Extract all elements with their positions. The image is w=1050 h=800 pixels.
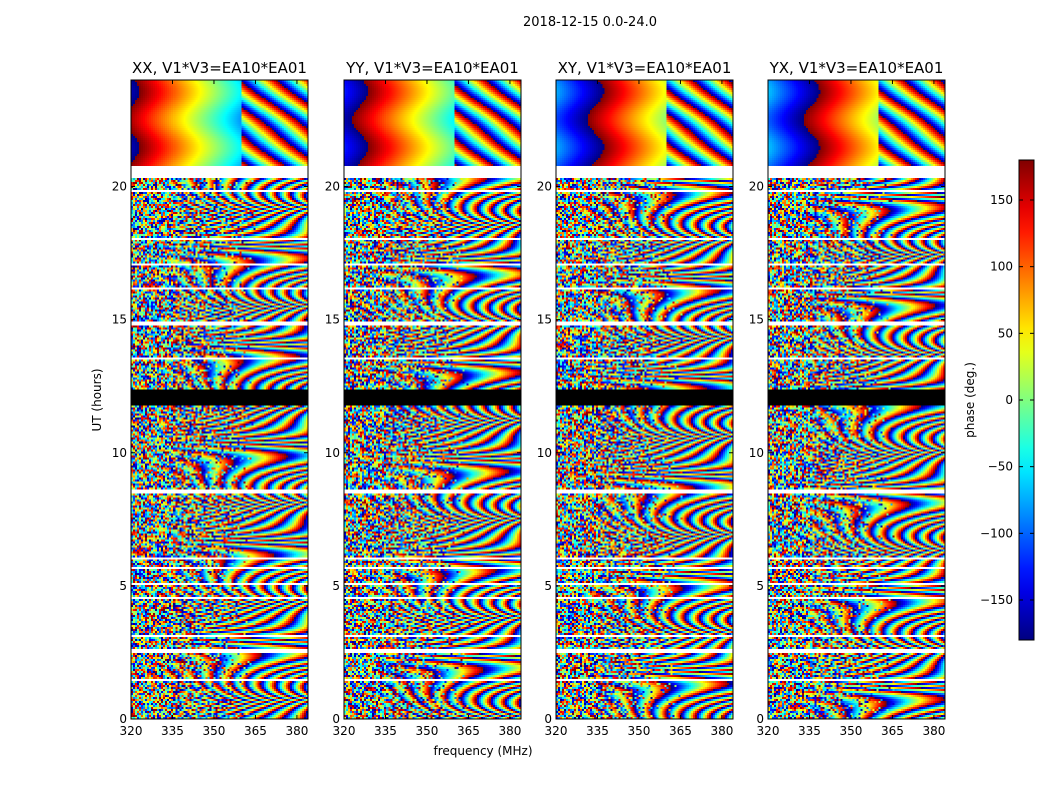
panel-frame [343,79,522,720]
y-tick-label: 15 [112,313,127,327]
x-tick-label: 380 [285,724,308,738]
x-tick-label: 335 [798,724,821,738]
x-axis-label: frequency (MHz) [433,744,532,758]
y-tick-label: 20 [112,180,127,194]
y-tick-label: 10 [112,446,127,460]
panel-frame [767,79,946,720]
colorbar-tick-label: 100 [990,260,1013,274]
y-tick-label: 5 [544,579,552,593]
panel-frame [555,79,734,720]
y-tick-label: 0 [119,712,127,726]
x-tick-label: 335 [374,724,397,738]
y-tick-label: 0 [332,712,340,726]
y-tick-label: 20 [749,180,764,194]
y-tick-label: 0 [756,712,764,726]
y-tick-label: 5 [332,579,340,593]
y-tick-label: 15 [537,313,552,327]
colorbar-tick-label: −50 [988,460,1013,474]
y-axis-label: UT (hours) [90,368,104,431]
x-tick-label: 380 [498,724,521,738]
y-tick-label: 15 [325,313,340,327]
x-tick-label: 350 [203,724,226,738]
panel-title: YY, V1*V3=EA10*EA01 [345,59,519,77]
x-tick-label: 335 [586,724,609,738]
x-tick-label: 320 [757,724,780,738]
panels-group: XX, V1*V3=EA10*EA01 320 335 350 365 380 0 5 10 15… [112,59,946,738]
panel-title: XX, V1*V3=EA10*EA01 [132,59,307,77]
panel-title: XY, V1*V3=EA10*EA01 [558,59,732,77]
y-tick-label: 20 [537,180,552,194]
x-tick-label: 365 [669,724,692,738]
x-tick-label: 350 [840,724,863,738]
phase-image-yx [768,80,945,719]
colorbar-tick-label: −100 [980,526,1013,540]
panel-xx: XX, V1*V3=EA10*EA01 320 335 350 365 380 0 5 10 15… [112,59,309,738]
y-tick-label: 20 [325,180,340,194]
x-tick-label: 365 [244,724,267,738]
y-tick-label: 5 [756,579,764,593]
panel-title: YX, V1*V3=EA10*EA01 [769,59,944,77]
x-tick-label: 320 [120,724,143,738]
y-tick-label: 10 [537,446,552,460]
panel-yx: YX, V1*V3=EA10*EA01 320 335 350 365 380 0 5 10 15… [749,59,946,738]
figure-suptitle: 2018-12-15 0.0-24.0 [523,15,657,30]
y-tick-label: 10 [325,446,340,460]
y-tick-label: 0 [544,712,552,726]
panel-frame [130,79,309,720]
x-tick-label: 380 [710,724,733,738]
panel-xy: XY, V1*V3=EA10*EA01 320 335 350 365 380 0 5 10 15… [537,59,734,738]
y-tick-label: 5 [119,579,127,593]
colorbar-tick-label: −150 [980,593,1013,607]
y-tick-label: 15 [749,313,764,327]
colorbar-tick-label: 50 [998,326,1013,340]
colorbar-label: phase (deg.) [963,362,977,438]
y-tick-label: 10 [749,446,764,460]
x-tick-label: 335 [161,724,184,738]
phase-image-yy [344,80,521,719]
colorbar-tick-label: 150 [990,193,1013,207]
colorbar-tick-label: 0 [1005,393,1013,407]
phase-image-xx [131,80,308,719]
x-tick-label: 320 [333,724,356,738]
x-tick-label: 350 [628,724,651,738]
x-tick-label: 320 [545,724,568,738]
x-tick-label: 350 [416,724,439,738]
phase-image-xy [556,80,733,719]
x-tick-label: 380 [922,724,945,738]
x-tick-label: 365 [881,724,904,738]
x-tick-label: 365 [457,724,480,738]
colorbar: 150 100 50 0 −50 −100 −150 [980,159,1035,641]
panel-yy: YY, V1*V3=EA10*EA01 320 335 350 365 380 0 5 10 15… [325,59,522,738]
